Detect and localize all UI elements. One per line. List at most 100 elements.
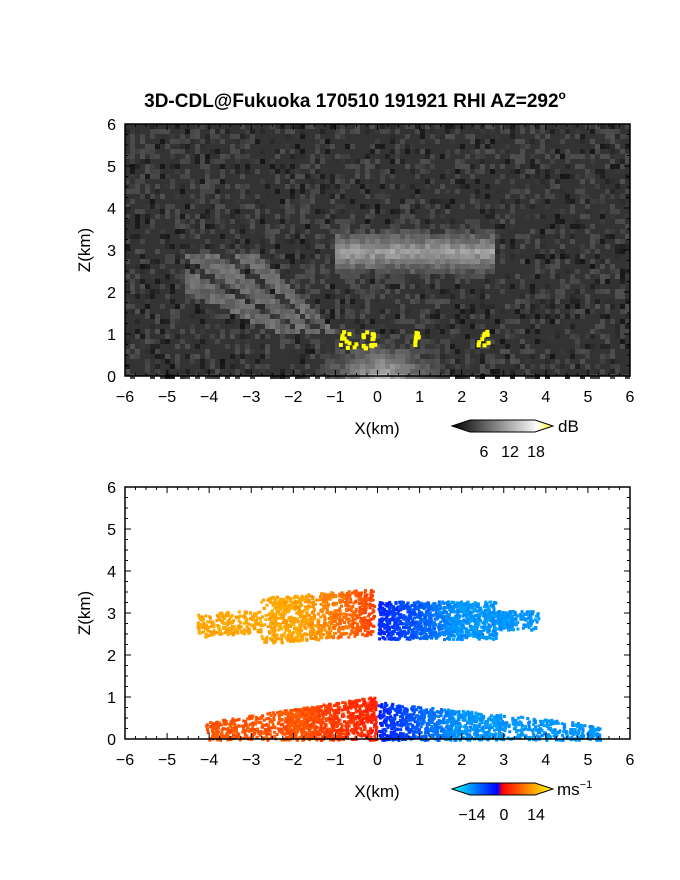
intensity-cell bbox=[545, 204, 550, 209]
velocity-cell bbox=[460, 637, 464, 641]
velocity-cell bbox=[292, 601, 296, 605]
velocity-cell bbox=[269, 597, 273, 601]
intensity-cell bbox=[390, 254, 395, 259]
intensity-cell bbox=[545, 294, 550, 299]
intensity-cell bbox=[360, 154, 365, 159]
velocity-cell bbox=[359, 591, 363, 595]
velocity-cell bbox=[307, 600, 311, 604]
intensity-cell bbox=[605, 154, 610, 159]
velocity-cell bbox=[407, 630, 411, 634]
velocity-cell bbox=[361, 624, 365, 628]
velocity-cell bbox=[208, 615, 212, 619]
intensity-cell bbox=[275, 284, 280, 289]
intensity-cell bbox=[410, 169, 415, 174]
intensity-cell bbox=[310, 199, 315, 204]
intensity-cell bbox=[590, 129, 595, 134]
velocity-cell bbox=[310, 621, 314, 625]
intensity-cell bbox=[455, 179, 460, 184]
intensity-cell bbox=[435, 279, 440, 284]
intensity-cell bbox=[270, 324, 275, 329]
intensity-cell bbox=[565, 159, 570, 164]
intensity-cell bbox=[585, 349, 590, 354]
intensity-cell bbox=[230, 164, 235, 169]
intensity-cell bbox=[475, 139, 480, 144]
intensity-cell bbox=[250, 249, 255, 254]
velocity-cell bbox=[335, 622, 339, 626]
intensity-cell bbox=[610, 194, 615, 199]
intensity-cell bbox=[430, 179, 435, 184]
intensity-cell bbox=[305, 244, 310, 249]
intensity-cell bbox=[300, 194, 305, 199]
intensity-cell bbox=[520, 309, 525, 314]
intensity-cell bbox=[530, 129, 535, 134]
intensity-cell bbox=[290, 209, 295, 214]
intensity-cell bbox=[330, 359, 335, 364]
intensity-cell bbox=[345, 259, 350, 264]
intensity-cell bbox=[460, 274, 465, 279]
intensity-cell bbox=[605, 299, 610, 304]
intensity-cell bbox=[150, 154, 155, 159]
velocity-cell bbox=[361, 632, 365, 636]
intensity-cell bbox=[440, 174, 445, 179]
intensity-cell bbox=[140, 279, 145, 284]
intensity-cell bbox=[530, 364, 535, 369]
intensity-cell bbox=[315, 254, 320, 259]
intensity-cell bbox=[440, 329, 445, 334]
intensity-cell bbox=[540, 234, 545, 239]
intensity-cell bbox=[130, 279, 135, 284]
intensity-cell bbox=[500, 149, 505, 154]
intensity-cell bbox=[615, 364, 620, 369]
velocity-cell bbox=[340, 604, 344, 608]
intensity-cell bbox=[485, 124, 490, 129]
intensity-cell bbox=[155, 214, 160, 219]
velocity-cell bbox=[347, 635, 351, 639]
intensity-cell bbox=[400, 364, 405, 369]
intensity-cell bbox=[280, 219, 285, 224]
intensity-cell bbox=[200, 329, 205, 334]
intensity-cell bbox=[355, 169, 360, 174]
intensity-cell bbox=[195, 334, 200, 339]
velocity-cell bbox=[260, 634, 264, 638]
velocity-cell bbox=[476, 613, 480, 617]
velocity-cell bbox=[334, 595, 338, 599]
intensity-cell bbox=[295, 294, 300, 299]
intensity-cell bbox=[415, 364, 420, 369]
intensity-cell bbox=[490, 364, 495, 369]
intensity-cell bbox=[275, 224, 280, 229]
intensity-cell bbox=[155, 289, 160, 294]
intensity-cell bbox=[350, 234, 355, 239]
velocity-cell bbox=[340, 595, 344, 599]
intensity-cell bbox=[270, 289, 275, 294]
intensity-cell bbox=[230, 299, 235, 304]
intensity-cell bbox=[145, 364, 150, 369]
intensity-cell bbox=[420, 359, 425, 364]
intensity-cell bbox=[435, 204, 440, 209]
intensity-cell bbox=[160, 139, 165, 144]
intensity-cell bbox=[605, 134, 610, 139]
intensity-cell bbox=[285, 214, 290, 219]
intensity-cell bbox=[300, 219, 305, 224]
saturated-echo bbox=[481, 333, 486, 338]
intensity-cell bbox=[555, 254, 560, 259]
intensity-cell bbox=[140, 264, 145, 269]
intensity-cell bbox=[600, 369, 605, 374]
intensity-cell bbox=[210, 184, 215, 189]
intensity-cell bbox=[365, 224, 370, 229]
intensity-cell bbox=[435, 139, 440, 144]
velocity-cell bbox=[330, 591, 334, 595]
intensity-cell bbox=[500, 339, 505, 344]
intensity-cell bbox=[500, 124, 505, 129]
intensity-cell bbox=[205, 369, 210, 374]
intensity-cell bbox=[475, 144, 480, 149]
intensity-cell bbox=[445, 154, 450, 159]
intensity-cell bbox=[220, 174, 225, 179]
intensity-cell bbox=[130, 129, 135, 134]
velocity-cell bbox=[282, 607, 286, 611]
intensity-cell bbox=[600, 124, 605, 129]
intensity-cell bbox=[570, 279, 575, 284]
intensity-cell bbox=[170, 139, 175, 144]
velocity-cell bbox=[275, 621, 279, 625]
velocity-cell bbox=[221, 620, 225, 624]
intensity-cell bbox=[430, 369, 435, 374]
intensity-cell bbox=[515, 299, 520, 304]
